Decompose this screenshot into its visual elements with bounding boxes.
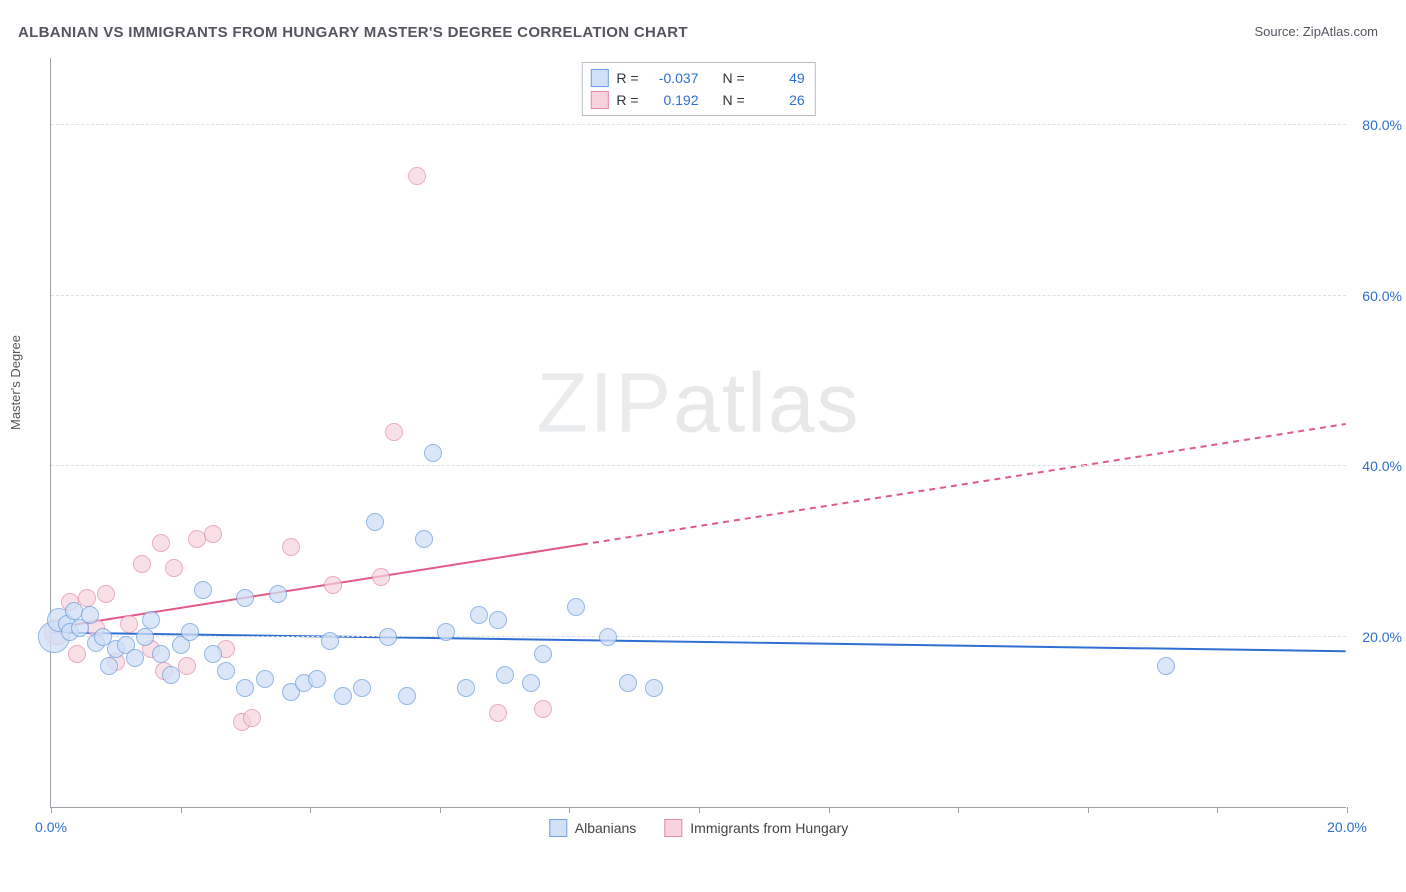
- data-point: [437, 623, 455, 641]
- data-point: [522, 674, 540, 692]
- data-point: [534, 700, 552, 718]
- legend-item: Albanians: [549, 819, 637, 837]
- data-point: [334, 687, 352, 705]
- data-point: [65, 602, 83, 620]
- legend-r-label: R =: [616, 70, 638, 86]
- legend-swatch-icon: [549, 819, 567, 837]
- legend-swatch-icon: [590, 69, 608, 87]
- legend-stats-row: R = 0.192 N = 26: [590, 89, 804, 111]
- legend-r-value: -0.037: [647, 70, 699, 86]
- gridline: [51, 124, 1346, 125]
- data-point: [489, 704, 507, 722]
- data-point: [97, 585, 115, 603]
- x-tick: [51, 807, 52, 813]
- x-axis-min-label: 0.0%: [35, 819, 67, 835]
- y-tick-label: 80.0%: [1362, 117, 1402, 133]
- data-point: [136, 628, 154, 646]
- data-point: [256, 670, 274, 688]
- x-tick: [1088, 807, 1089, 813]
- data-point: [162, 666, 180, 684]
- data-point: [194, 581, 212, 599]
- data-point: [489, 611, 507, 629]
- data-point: [379, 628, 397, 646]
- y-tick-label: 40.0%: [1362, 458, 1402, 474]
- data-point: [567, 598, 585, 616]
- legend-label: Immigrants from Hungary: [690, 820, 848, 836]
- data-point: [534, 645, 552, 663]
- y-tick-label: 20.0%: [1362, 629, 1402, 645]
- data-point: [424, 444, 442, 462]
- y-tick-label: 60.0%: [1362, 288, 1402, 304]
- data-point: [398, 687, 416, 705]
- data-point: [366, 513, 384, 531]
- x-tick: [1217, 807, 1218, 813]
- data-point: [282, 538, 300, 556]
- data-point: [68, 645, 86, 663]
- plot-area: ZIPatlas R = -0.037 N = 49 R = 0.192 N =…: [50, 58, 1346, 808]
- x-tick: [310, 807, 311, 813]
- data-point: [385, 423, 403, 441]
- data-point: [204, 525, 222, 543]
- legend-n-value: 49: [753, 70, 805, 86]
- data-point: [619, 674, 637, 692]
- data-point: [152, 534, 170, 552]
- legend-item: Immigrants from Hungary: [664, 819, 848, 837]
- data-point: [353, 679, 371, 697]
- x-axis-max-label: 20.0%: [1327, 819, 1367, 835]
- data-point: [236, 679, 254, 697]
- data-point: [217, 662, 235, 680]
- data-point: [599, 628, 617, 646]
- data-point: [178, 657, 196, 675]
- data-point: [181, 623, 199, 641]
- data-point: [470, 606, 488, 624]
- data-point: [243, 709, 261, 727]
- legend-n-value: 26: [753, 92, 805, 108]
- x-tick: [1347, 807, 1348, 813]
- data-point: [165, 559, 183, 577]
- watermark: ZIPatlas: [536, 354, 860, 451]
- data-point: [204, 645, 222, 663]
- data-point: [308, 670, 326, 688]
- gridline: [51, 636, 1346, 637]
- data-point: [142, 611, 160, 629]
- data-point: [324, 576, 342, 594]
- legend-r-label: R =: [616, 92, 638, 108]
- data-point: [408, 167, 426, 185]
- data-point: [1157, 657, 1175, 675]
- data-point: [100, 657, 118, 675]
- data-point: [496, 666, 514, 684]
- chart-title: ALBANIAN VS IMMIGRANTS FROM HUNGARY MAST…: [18, 24, 688, 41]
- data-point: [269, 585, 287, 603]
- x-tick: [829, 807, 830, 813]
- gridline: [51, 295, 1346, 296]
- data-point: [457, 679, 475, 697]
- data-point: [236, 589, 254, 607]
- gridline: [51, 465, 1346, 466]
- data-point: [321, 632, 339, 650]
- legend-stats-box: R = -0.037 N = 49 R = 0.192 N = 26: [581, 62, 815, 116]
- x-tick: [958, 807, 959, 813]
- data-point: [152, 645, 170, 663]
- x-tick: [569, 807, 570, 813]
- legend-swatch-icon: [590, 91, 608, 109]
- data-point: [126, 649, 144, 667]
- data-point: [645, 679, 663, 697]
- data-point: [81, 606, 99, 624]
- legend-n-label: N =: [723, 70, 745, 86]
- legend-stats-row: R = -0.037 N = 49: [590, 67, 804, 89]
- data-point: [415, 530, 433, 548]
- data-point: [133, 555, 151, 573]
- legend-r-value: 0.192: [647, 92, 699, 108]
- x-tick: [440, 807, 441, 813]
- y-axis-label: Master's Degree: [8, 335, 23, 430]
- legend-swatch-icon: [664, 819, 682, 837]
- legend-bottom: Albanians Immigrants from Hungary: [549, 819, 848, 837]
- source-label: Source: ZipAtlas.com: [1254, 24, 1378, 39]
- legend-n-label: N =: [723, 92, 745, 108]
- data-point: [120, 615, 138, 633]
- x-tick: [181, 807, 182, 813]
- x-tick: [699, 807, 700, 813]
- legend-label: Albanians: [575, 820, 637, 836]
- data-point: [372, 568, 390, 586]
